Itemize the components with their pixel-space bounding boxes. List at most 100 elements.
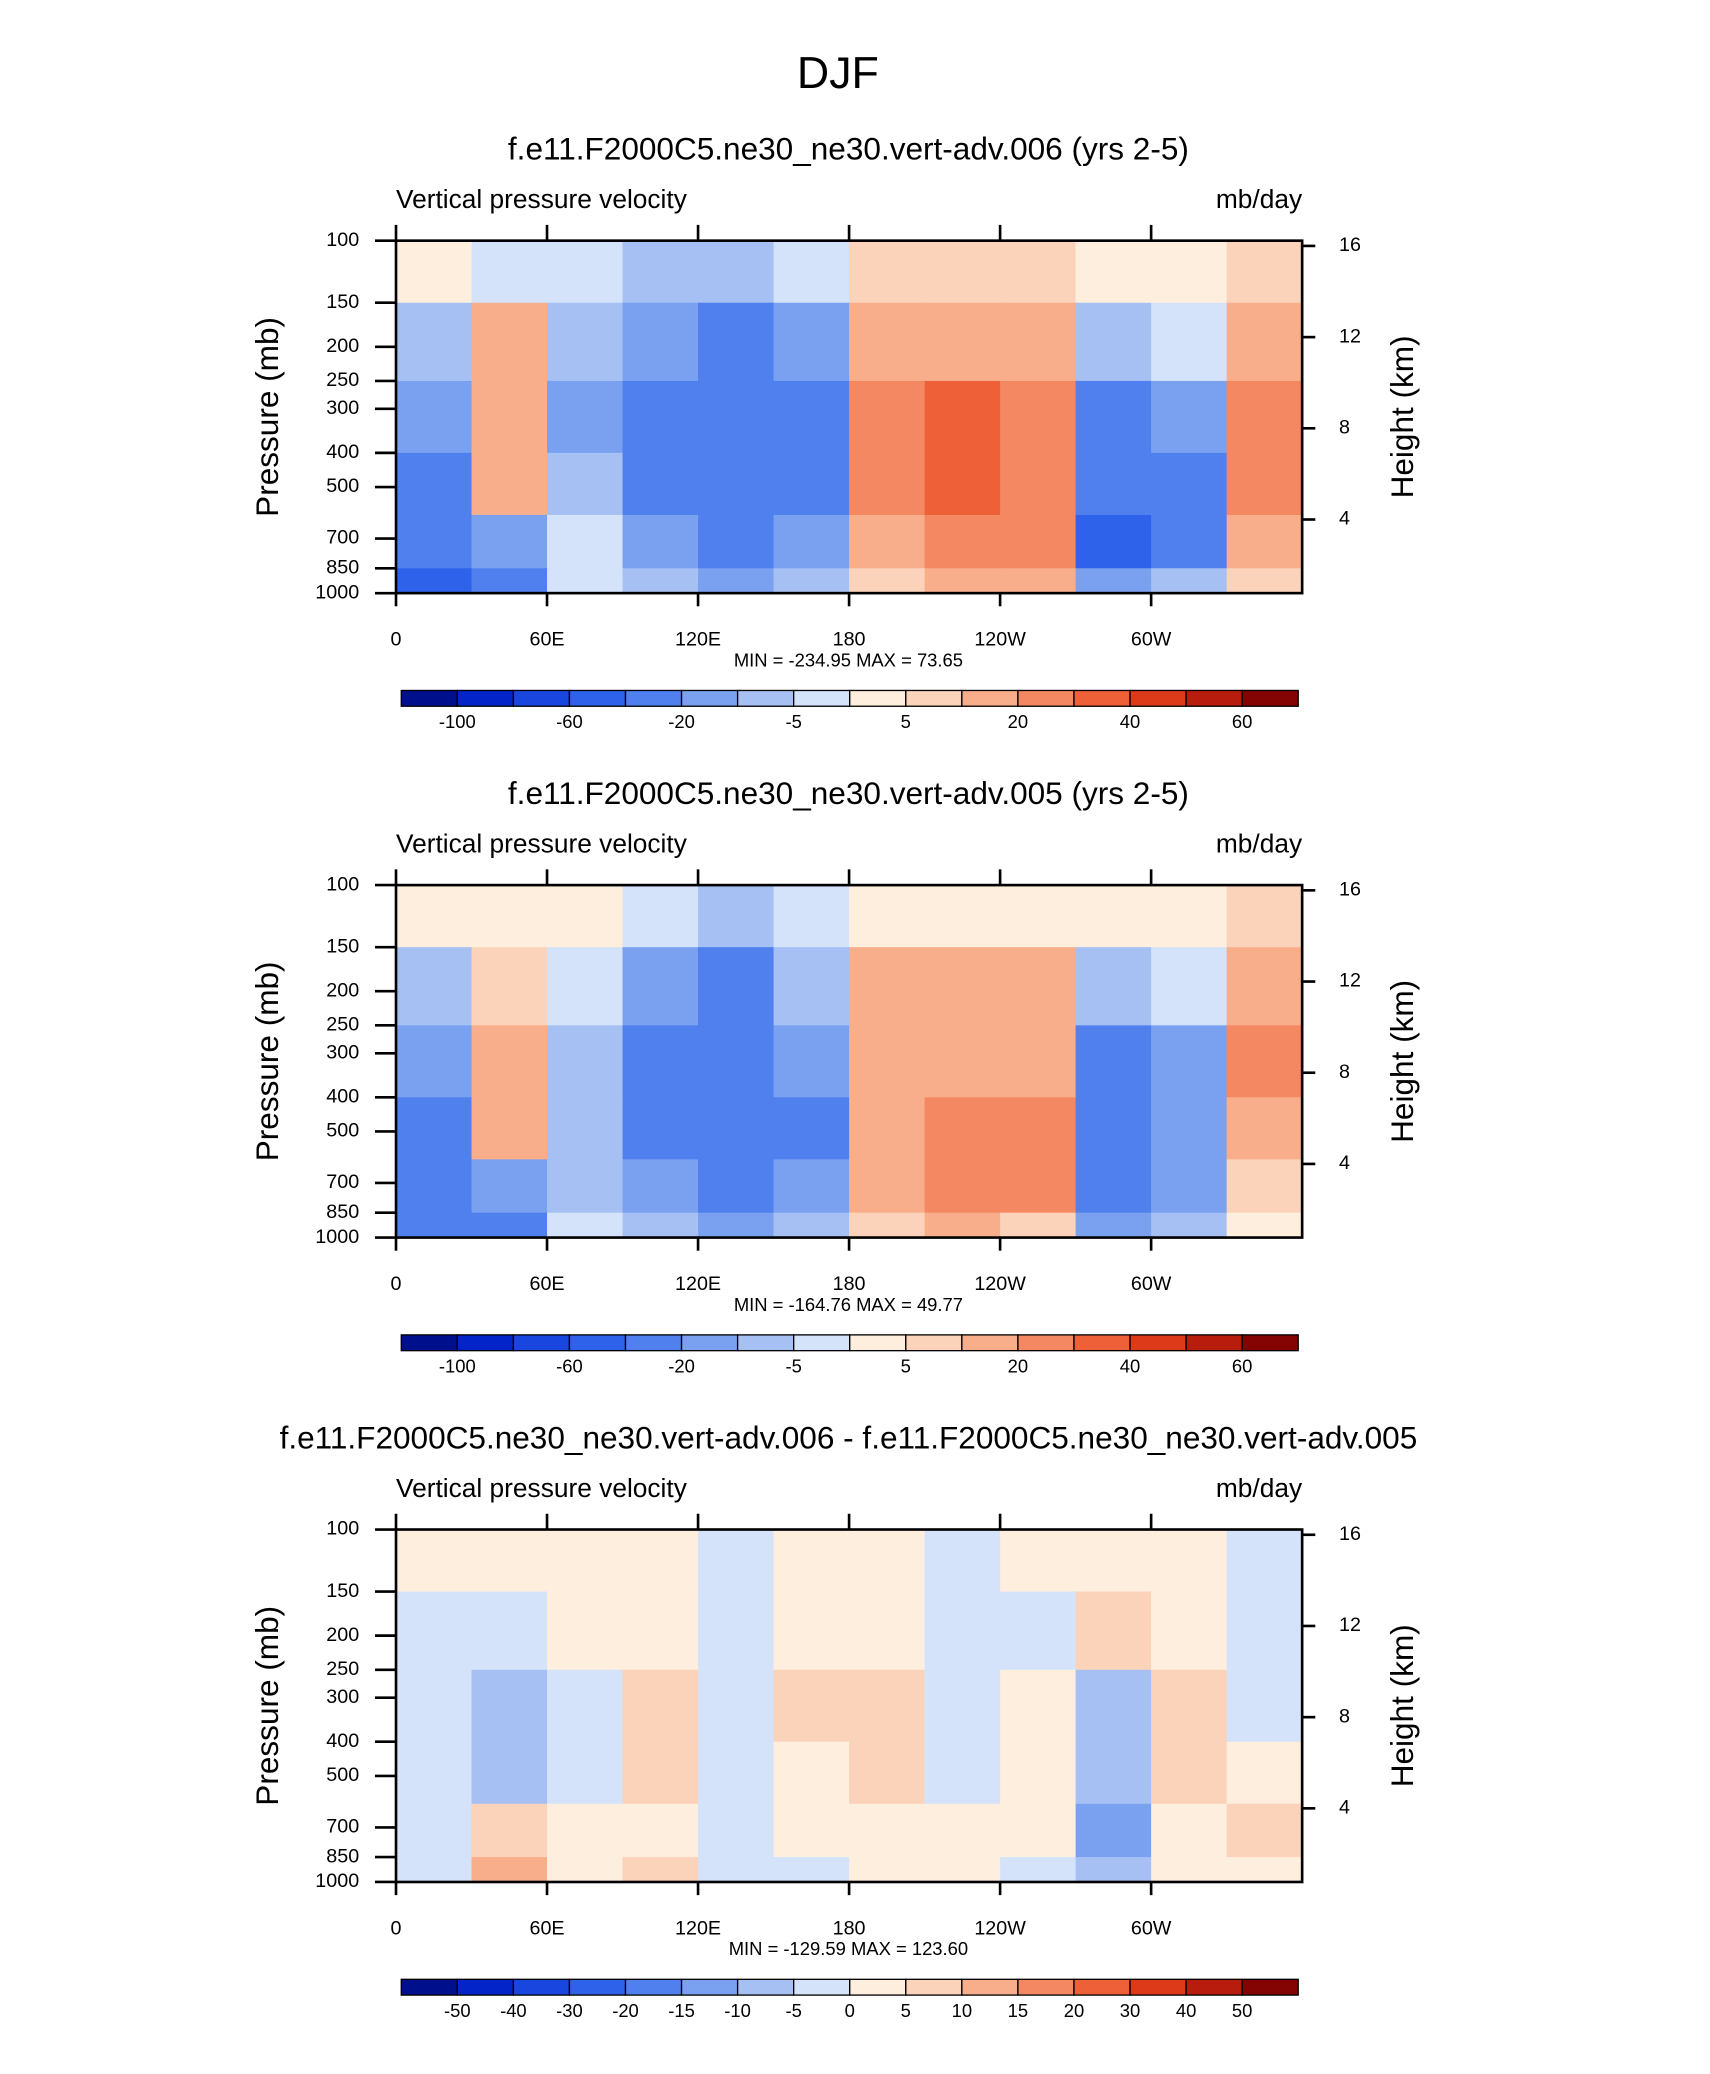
contour-cell — [1000, 514, 1077, 569]
y2-axis-title: Height (km) — [1384, 1624, 1420, 1787]
contour-cell — [396, 1591, 473, 1671]
colorbar-label: -5 — [785, 711, 801, 732]
colorbar-box — [680, 1978, 739, 1996]
colorbar-box — [905, 689, 963, 707]
colorbar-box — [793, 1334, 851, 1352]
contour-cell — [849, 1025, 926, 1098]
contour-cell — [1151, 1529, 1228, 1593]
panel: f.e11.F2000C5.ne30_ne30.vert-adv.006 (yr… — [249, 131, 1420, 733]
contour-cell — [1151, 947, 1228, 1027]
y2-tick-label: 4 — [1339, 508, 1350, 530]
contour-cell — [622, 1591, 699, 1671]
contour-cell — [1226, 1741, 1303, 1805]
contour-cell — [698, 1741, 775, 1805]
colorbar-label: 0 — [845, 2000, 855, 2021]
y-tick-label: 100 — [326, 873, 359, 895]
contour-cell — [471, 1212, 548, 1239]
colorbar-label: -50 — [444, 2000, 471, 2021]
y2-tick-label: 8 — [1339, 1061, 1350, 1083]
contour-cell — [396, 885, 473, 948]
contour-cell — [1226, 1669, 1303, 1743]
colorbar-label: 5 — [901, 711, 911, 732]
y2-tick-label: 12 — [1339, 970, 1361, 992]
x-tick-label: 120E — [675, 629, 721, 651]
y-tick-label: 500 — [326, 475, 359, 497]
contour-cell — [547, 240, 624, 304]
contour-cell — [1226, 1025, 1303, 1098]
contour-cell — [1075, 302, 1152, 382]
contour-cell — [1075, 1025, 1152, 1098]
contour-cell — [1000, 1669, 1077, 1743]
contour-cell — [773, 1741, 850, 1805]
contour-cell — [396, 568, 473, 594]
contour-cell — [698, 947, 775, 1027]
colorbar-label: 20 — [1064, 2000, 1084, 2021]
y-tick-label: 400 — [326, 1730, 359, 1752]
colorbar-box — [568, 1334, 627, 1352]
colorbar-box — [1073, 1978, 1131, 1996]
contour-cell — [773, 452, 850, 516]
contour-cell — [698, 452, 775, 516]
colorbar-label: -5 — [785, 2000, 801, 2021]
contour-cell — [849, 1803, 926, 1858]
contour-cell — [471, 1097, 548, 1161]
contour-cell — [1000, 1159, 1077, 1214]
contour-cell — [622, 568, 699, 594]
y-tick-label: 1000 — [315, 581, 359, 603]
contour-cell — [1000, 240, 1077, 304]
colorbar-box — [793, 689, 851, 707]
contour-cell — [1000, 1591, 1077, 1671]
contour-cell — [1226, 1097, 1303, 1161]
x-tick-label: 60W — [1131, 1273, 1172, 1295]
contour-cell — [471, 1159, 548, 1214]
contour-cell — [622, 1669, 699, 1743]
colorbar-box — [512, 1978, 571, 1996]
contour-cell — [849, 240, 926, 304]
min-max: MIN = -164.76 MAX = 49.77 — [734, 1294, 963, 1315]
contour-cell — [849, 452, 926, 516]
contour-cell — [1000, 1741, 1077, 1805]
colorbar-label: 60 — [1232, 711, 1252, 732]
contour-cell — [924, 1025, 1001, 1098]
units: mb/day — [1216, 829, 1303, 859]
x-tick-label: 120E — [675, 1918, 721, 1940]
contour-cell — [773, 1025, 850, 1098]
contour-cell — [547, 380, 624, 454]
contour-cell — [547, 947, 624, 1027]
colorbar-box — [1241, 1978, 1299, 1996]
y-tick-label: 250 — [326, 1014, 359, 1036]
contour-cell — [396, 947, 473, 1027]
y2-tick-label: 16 — [1339, 1523, 1361, 1545]
y2-tick-label: 12 — [1339, 325, 1361, 347]
colorbar-box — [1241, 689, 1299, 707]
min-max: MIN = -129.59 MAX = 123.60 — [729, 1938, 968, 1959]
colorbar-box — [400, 689, 458, 707]
contour-cell — [773, 568, 850, 594]
contour-cell — [396, 1803, 473, 1858]
contour-cell — [849, 1741, 926, 1805]
contour-cell — [849, 302, 926, 382]
contour-cell — [396, 1097, 473, 1161]
x-tick-label: 60W — [1131, 1918, 1172, 1940]
x-tick-label: 60W — [1131, 629, 1172, 651]
contour-cell — [1226, 1803, 1303, 1858]
contour-cell — [1151, 452, 1228, 516]
contour-cell — [396, 1159, 473, 1214]
y2-tick-label: 8 — [1339, 417, 1350, 439]
contour-cell — [773, 947, 850, 1027]
contour-cell — [1000, 947, 1077, 1027]
contour-cell — [1151, 1025, 1228, 1098]
contour-cell — [773, 1857, 850, 1883]
contour-cell — [396, 1741, 473, 1805]
contour-cell — [1151, 1803, 1228, 1858]
colorbar-box — [680, 1334, 739, 1352]
contour-cell — [547, 885, 624, 948]
contour-cell — [1075, 1097, 1152, 1161]
colorbar-label: 10 — [952, 2000, 972, 2021]
contour-cell — [1075, 1212, 1152, 1239]
contour-cell — [924, 514, 1001, 569]
contour-cell — [1000, 1025, 1077, 1098]
contour-cell — [1226, 380, 1303, 454]
contour-cell — [773, 302, 850, 382]
